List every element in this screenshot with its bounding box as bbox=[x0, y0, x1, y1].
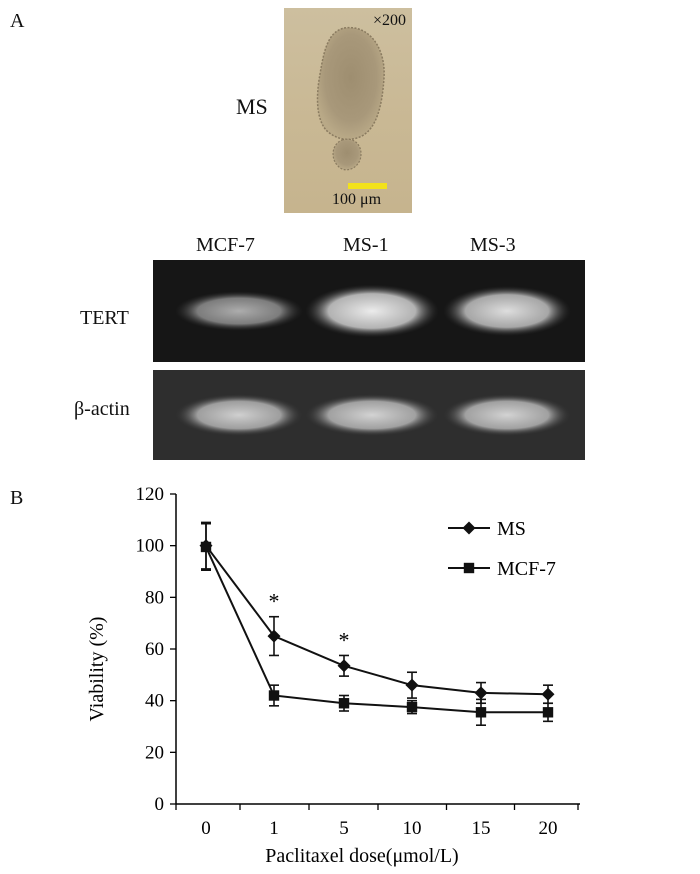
x-axis-label: Paclitaxel dose(μmol/L) bbox=[265, 845, 458, 867]
y-tick-label: 60 bbox=[145, 639, 164, 660]
y-axis-label: Viability (%) bbox=[86, 617, 108, 722]
gel-tert-bands bbox=[175, 284, 571, 338]
data-point-mcf-7 bbox=[268, 690, 280, 701]
magnification-label: ×200 bbox=[372, 12, 406, 29]
y-tick-label: 100 bbox=[136, 536, 165, 557]
gel-band bbox=[175, 394, 303, 436]
micrograph-label: MS bbox=[236, 94, 268, 119]
gel-actin bbox=[153, 370, 585, 460]
series-line-ms bbox=[205, 545, 549, 696]
series-line-mcf-7 bbox=[205, 546, 548, 714]
gel-row-label: TERT bbox=[80, 307, 129, 329]
data-point-ms bbox=[267, 629, 281, 643]
significance-marker: * bbox=[269, 589, 280, 614]
data-point-mcf-7 bbox=[475, 707, 487, 718]
gel-lane-label: MCF-7 bbox=[196, 234, 255, 256]
micrograph-image: ×200 100 μm bbox=[284, 8, 412, 213]
legend-label: MCF-7 bbox=[497, 558, 556, 580]
x-tick-label: 20 bbox=[539, 818, 558, 839]
gel-actin-bands bbox=[175, 394, 571, 436]
x-tick-label: 10 bbox=[403, 818, 422, 839]
data-point-ms bbox=[405, 678, 419, 692]
gel-band bbox=[175, 291, 303, 331]
y-tick-label: 0 bbox=[155, 794, 165, 815]
x-tick-label: 15 bbox=[472, 818, 491, 839]
y-tick-label: 80 bbox=[145, 587, 164, 608]
data-point-ms bbox=[474, 686, 488, 700]
x-tick-label: 0 bbox=[201, 818, 211, 839]
legend-marker bbox=[462, 521, 476, 535]
gel-band bbox=[305, 394, 439, 436]
gel-lane-label: MS-3 bbox=[470, 234, 516, 256]
panel-b-label: B bbox=[10, 487, 24, 509]
x-tick-label: 1 bbox=[269, 818, 279, 839]
scale-bar-label: 100 μm bbox=[332, 191, 382, 208]
data-point-mcf-7 bbox=[200, 541, 212, 553]
data-point-mcf-7 bbox=[338, 698, 350, 709]
y-tick-label: 120 bbox=[136, 484, 165, 505]
gel-tert bbox=[153, 260, 585, 362]
y-tick-label: 40 bbox=[145, 691, 164, 712]
gel-row-label: β-actin bbox=[74, 398, 130, 420]
gel-band bbox=[305, 284, 439, 338]
significance-marker: * bbox=[339, 627, 350, 652]
legend-label: MS bbox=[497, 518, 526, 540]
gel-band bbox=[443, 286, 571, 336]
y-tick-label: 20 bbox=[145, 742, 164, 763]
gel-band bbox=[443, 394, 571, 436]
legend-marker bbox=[463, 562, 475, 574]
data-point-mcf-7 bbox=[406, 701, 418, 713]
gel-lane-label: MS-1 bbox=[343, 234, 389, 256]
panel-a-label: A bbox=[10, 10, 25, 32]
data-point-ms bbox=[541, 687, 555, 701]
data-point-mcf-7 bbox=[542, 707, 554, 718]
x-tick-label: 5 bbox=[339, 818, 349, 839]
data-point-ms bbox=[337, 659, 351, 673]
spheroid-drawing bbox=[316, 26, 387, 189]
scale-bar bbox=[348, 183, 387, 189]
